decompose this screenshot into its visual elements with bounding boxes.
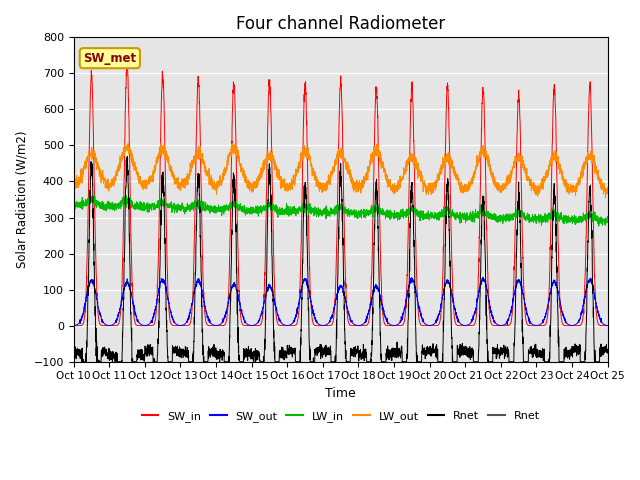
SW_in	[70, 323, 77, 328]
LW_out	[604, 191, 611, 196]
Line: LW_out: LW_out	[74, 143, 607, 198]
SW_out	[70, 323, 77, 328]
LW_out	[602, 195, 609, 201]
Rnet	[553, 286, 561, 292]
LW_out	[70, 181, 77, 187]
LW_in	[219, 205, 227, 211]
LW_in	[402, 208, 410, 214]
LW_in	[604, 214, 611, 219]
SW_out	[553, 284, 561, 290]
LW_in	[393, 210, 401, 216]
LW_in	[604, 215, 611, 221]
Rnet	[78, 359, 86, 365]
SW_out	[402, 299, 410, 304]
Rnet	[70, 352, 77, 358]
LW_in	[595, 223, 603, 229]
SW_out	[604, 323, 611, 328]
Line: SW_out: SW_out	[74, 277, 607, 325]
LW_out	[184, 172, 192, 178]
SW_in	[184, 323, 192, 328]
LW_out	[393, 187, 401, 193]
LW_out	[553, 155, 561, 161]
SW_out	[219, 320, 227, 325]
X-axis label: Time: Time	[325, 387, 356, 400]
SW_out	[355, 323, 362, 328]
LW_in	[553, 213, 561, 218]
Rnet	[604, 350, 611, 356]
SW_out	[479, 274, 487, 280]
LW_in	[184, 206, 192, 212]
Title: Four channel Radiometer: Four channel Radiometer	[236, 15, 445, 33]
Rnet	[403, 359, 410, 365]
Line: LW_in: LW_in	[74, 195, 607, 226]
SW_in	[219, 323, 227, 328]
Line: SW_in: SW_in	[74, 60, 607, 325]
SW_in	[604, 323, 611, 328]
Rnet	[219, 350, 227, 356]
Rnet	[393, 348, 401, 354]
LW_out	[219, 176, 227, 181]
LW_out	[402, 163, 410, 169]
SW_in	[604, 323, 611, 328]
SW_in	[553, 186, 561, 192]
SW_in	[393, 323, 401, 328]
SW_out	[604, 323, 611, 328]
SW_out	[184, 317, 192, 323]
LW_out	[604, 184, 611, 190]
SW_in	[497, 323, 505, 328]
SW_out	[393, 322, 401, 328]
LW_in	[70, 206, 77, 212]
Rnet	[604, 347, 611, 352]
Text: SW_met: SW_met	[83, 52, 136, 65]
LW_in	[90, 192, 98, 198]
LW_out	[157, 140, 165, 146]
Rnet	[184, 348, 192, 354]
Line: Rnet: Rnet	[74, 156, 607, 362]
Y-axis label: Solar Radiation (W/m2): Solar Radiation (W/m2)	[15, 131, 28, 268]
Legend: SW_in, SW_out, LW_in, LW_out, Rnet, Rnet: SW_in, SW_out, LW_in, LW_out, Rnet, Rnet	[137, 406, 544, 426]
SW_in	[402, 300, 410, 306]
SW_in	[124, 57, 131, 63]
Rnet	[124, 154, 131, 159]
